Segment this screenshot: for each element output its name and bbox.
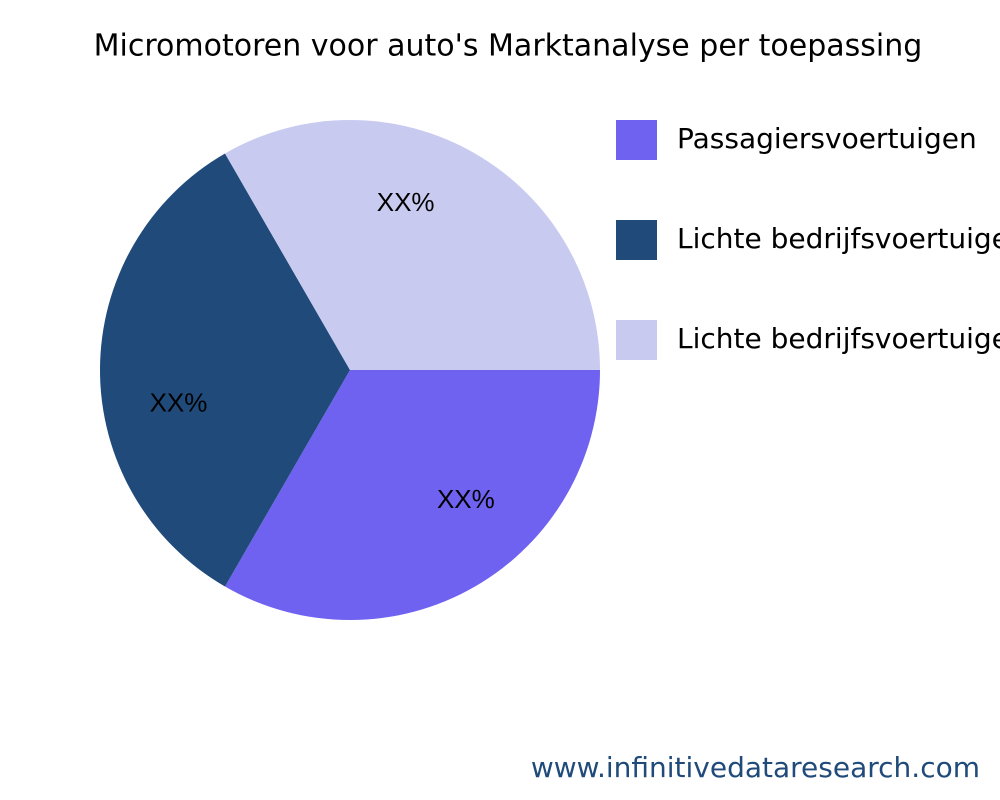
chart-title: Micromotoren voor auto's Marktanalyse pe…: [94, 29, 923, 64]
legend-label: Lichte bedrijfsvoertuigen: [677, 222, 1000, 255]
slice-label: XX%: [150, 388, 208, 418]
legend-label: Passagiersvoertuigen: [677, 122, 977, 155]
pie-slice: [225, 119, 600, 370]
legend-swatch: [616, 320, 657, 360]
slice-label: XX%: [377, 187, 435, 217]
slice-label: XX%: [437, 484, 495, 514]
legend-label: Lichte bedrijfsvoertuigen: [677, 322, 1000, 355]
pie-slice: [225, 370, 600, 620]
source: www.infinitivedataresearch.com: [531, 751, 980, 784]
legend-swatch: [616, 220, 657, 260]
legend-swatch: [616, 120, 657, 160]
